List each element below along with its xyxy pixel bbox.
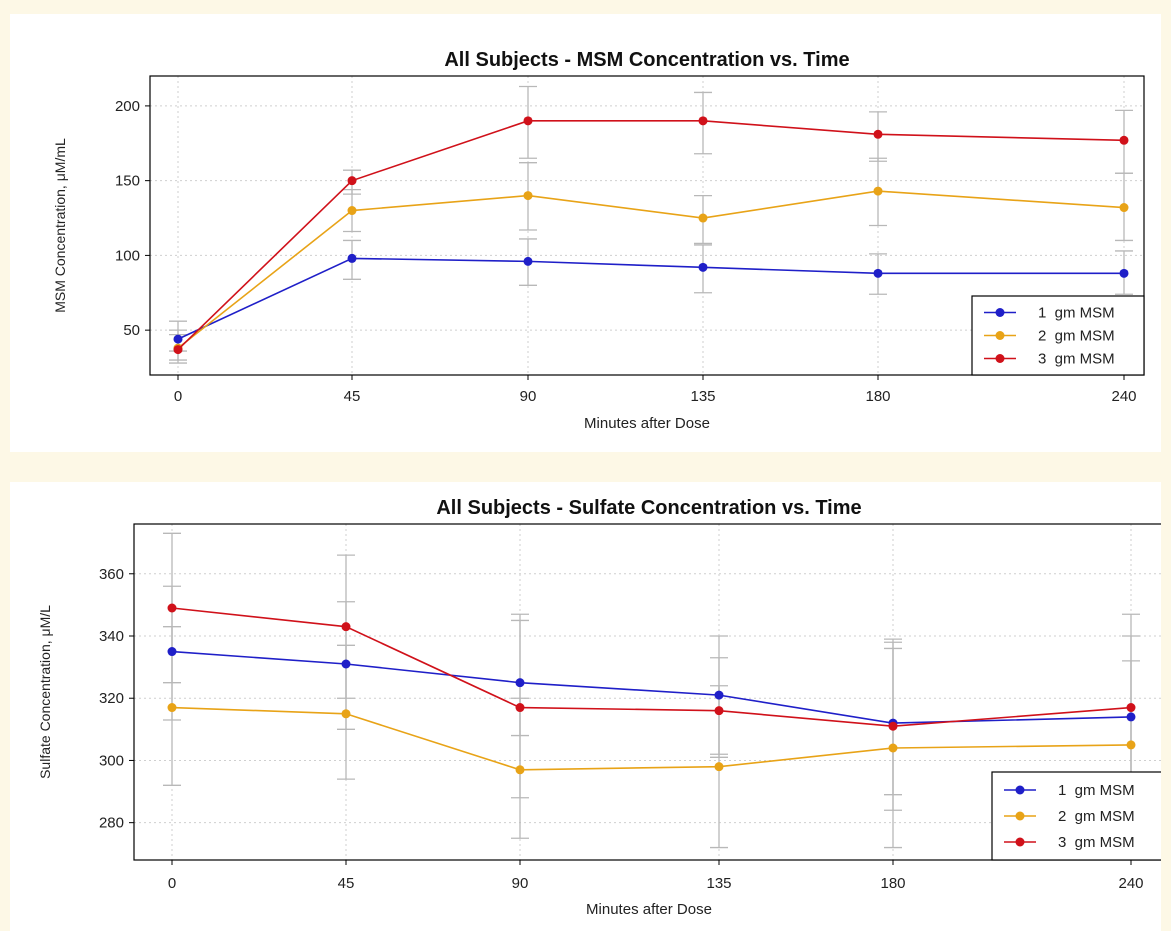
x-tick-label: 90 <box>512 875 529 892</box>
series-line <box>171 607 1132 728</box>
y-tick-label: 360 <box>99 566 124 583</box>
y-tick-label: 280 <box>99 815 124 832</box>
legend-entry-label: 3 gm MSM <box>1038 351 1115 368</box>
msm-chart-panel: 50 100 150 200 0 45 90 135 180 240 All Subjects - … <box>10 14 1161 452</box>
x-axis-label: Minutes after Dose <box>586 901 712 918</box>
data-point <box>873 186 883 196</box>
x-tick-label: 180 <box>865 388 890 405</box>
data-point <box>515 678 525 688</box>
data-point <box>1119 135 1129 145</box>
data-point <box>341 622 351 632</box>
legend-entry-label: 1 gm MSM <box>1038 305 1115 322</box>
data-point <box>167 703 177 713</box>
data-point <box>1126 712 1136 722</box>
data-point <box>1119 203 1129 213</box>
x-axis-label: Minutes after Dose <box>584 415 710 432</box>
data-point <box>698 213 708 223</box>
series-line <box>177 190 1125 349</box>
data-point <box>347 253 357 263</box>
y-tick-label: 100 <box>115 247 140 264</box>
data-point <box>341 659 351 669</box>
x-tick-label: 240 <box>1111 388 1136 405</box>
data-point <box>698 116 708 126</box>
data-point <box>873 129 883 139</box>
legend-swatch-marker <box>1015 811 1025 821</box>
legend-swatch-marker <box>1015 785 1025 795</box>
msm-concentration-chart: 50 100 150 200 0 45 90 135 180 240 All Subjects - … <box>52 49 1145 432</box>
y-tick-label: 50 <box>123 322 140 339</box>
data-point <box>523 256 533 266</box>
data-point <box>523 116 533 126</box>
series-line <box>177 257 1124 340</box>
data-point <box>167 603 177 613</box>
legend-entry-label: 1 gm MSM <box>1058 782 1135 799</box>
sulfate-concentration-chart: 280 300 320 340 360 0 45 90 135 180 240 All Subject… <box>37 497 1161 918</box>
series-line <box>177 120 1125 351</box>
legend-entry-label: 2 gm MSM <box>1038 328 1115 345</box>
data-point <box>714 690 724 700</box>
x-tick-label: 45 <box>338 875 355 892</box>
data-point <box>167 647 177 657</box>
y-tick-label: 340 <box>99 628 124 645</box>
chart-title: All Subjects - MSM Concentration vs. Tim… <box>444 49 849 71</box>
data-point <box>347 206 357 216</box>
data-point <box>341 709 351 719</box>
x-tick-label: 0 <box>168 875 176 892</box>
x-tick-label: 135 <box>706 875 731 892</box>
legend: 1 gm MSM 2 gm MSM 3 gm MSM <box>991 771 1161 861</box>
legend-swatch-marker <box>995 308 1005 317</box>
y-tick-label: 200 <box>115 98 140 115</box>
data-point <box>347 176 357 186</box>
data-point <box>173 334 183 344</box>
y-tick-label: 150 <box>115 173 140 190</box>
y-axis-label: MSM Concentration, μM/mL <box>52 138 68 313</box>
legend-swatch-marker <box>995 354 1005 363</box>
data-point <box>515 703 525 713</box>
data-point <box>515 765 525 775</box>
x-tick-label: 180 <box>880 875 905 892</box>
y-tick-label: 300 <box>99 752 124 769</box>
data-point <box>714 762 724 772</box>
plot-frame <box>133 523 1161 861</box>
plot-frame <box>149 75 1145 376</box>
data-point <box>698 262 708 272</box>
y-tick-label: 320 <box>99 690 124 707</box>
legend-swatch-marker <box>995 331 1005 340</box>
legend-entry-label: 3 gm MSM <box>1058 834 1135 851</box>
y-axis-label: Sulfate Concentration, μM/L <box>37 605 53 779</box>
data-point <box>1126 703 1136 713</box>
data-point <box>523 191 533 201</box>
data-point <box>1126 740 1136 750</box>
series-line <box>171 650 1132 724</box>
data-point <box>873 268 883 278</box>
series-line <box>171 706 1132 771</box>
chart-title: All Subjects - Sulfate Concentration vs.… <box>436 497 861 519</box>
x-tick-label: 90 <box>520 388 537 405</box>
data-point <box>173 345 183 355</box>
x-tick-label: 0 <box>174 388 182 405</box>
x-tick-label: 45 <box>344 388 361 405</box>
sulfate-chart-panel: 280 300 320 340 360 0 45 90 135 180 240 All Subject… <box>10 482 1161 931</box>
data-point <box>714 706 724 716</box>
data-point <box>1119 268 1129 278</box>
error-bar <box>884 638 902 849</box>
legend: 1 gm MSM 2 gm MSM 3 gm MSM <box>971 295 1145 376</box>
x-tick-label: 240 <box>1118 875 1143 892</box>
x-tick-label: 135 <box>690 388 715 405</box>
legend-entry-label: 2 gm MSM <box>1058 808 1135 825</box>
data-point <box>888 721 898 731</box>
data-point <box>888 743 898 753</box>
legend-swatch-marker <box>1015 837 1025 847</box>
